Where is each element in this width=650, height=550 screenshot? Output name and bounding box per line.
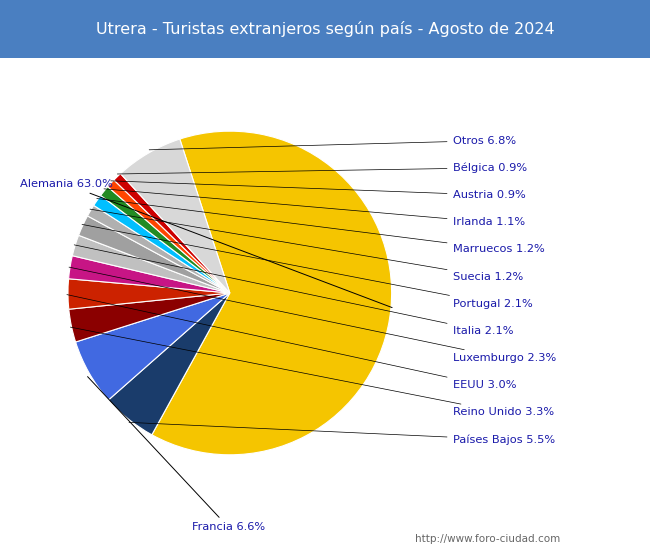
Text: Países Bajos 5.5%: Países Bajos 5.5%: [129, 422, 554, 445]
Text: Alemania 63.0%: Alemania 63.0%: [20, 179, 392, 307]
Text: Italia 2.1%: Italia 2.1%: [74, 245, 513, 336]
Text: Reino Unido 3.3%: Reino Unido 3.3%: [70, 327, 554, 417]
Wedge shape: [108, 180, 230, 293]
Text: Marruecos 1.2%: Marruecos 1.2%: [97, 199, 544, 254]
Wedge shape: [94, 195, 230, 293]
Text: EEUU 3.0%: EEUU 3.0%: [67, 295, 516, 390]
Text: Luxemburgo 2.3%: Luxemburgo 2.3%: [69, 267, 556, 363]
Text: Bélgica 0.9%: Bélgica 0.9%: [117, 163, 526, 174]
Text: Irlanda 1.1%: Irlanda 1.1%: [104, 189, 525, 227]
Wedge shape: [69, 256, 230, 293]
Wedge shape: [72, 235, 230, 293]
Wedge shape: [79, 216, 230, 293]
Wedge shape: [69, 293, 230, 342]
Text: Portugal 2.1%: Portugal 2.1%: [82, 224, 532, 309]
Wedge shape: [68, 279, 230, 309]
Text: Utrera - Turistas extranjeros según país - Agosto de 2024: Utrera - Turistas extranjeros según país…: [96, 21, 554, 37]
Wedge shape: [114, 174, 230, 293]
Wedge shape: [101, 187, 230, 293]
Wedge shape: [120, 139, 230, 293]
Text: Austria 0.9%: Austria 0.9%: [111, 181, 525, 200]
Wedge shape: [75, 293, 230, 400]
Text: Francia 6.6%: Francia 6.6%: [88, 377, 265, 532]
Text: Otros 6.8%: Otros 6.8%: [149, 136, 515, 150]
Wedge shape: [152, 131, 392, 455]
Wedge shape: [109, 293, 230, 435]
Text: http://www.foro-ciudad.com: http://www.foro-ciudad.com: [415, 535, 560, 544]
Wedge shape: [88, 205, 230, 293]
Text: Suecia 1.2%: Suecia 1.2%: [90, 209, 523, 282]
